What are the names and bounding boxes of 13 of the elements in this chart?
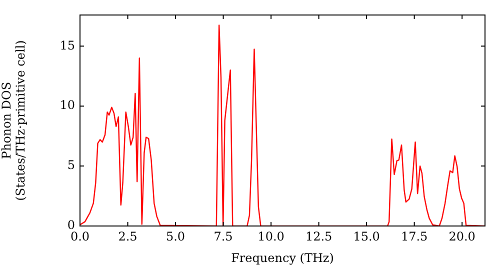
x-axis-title: Frequency (THz) <box>231 250 334 265</box>
x-tick-label: 10.0 <box>258 229 284 244</box>
x-tick-label: 2.5 <box>118 229 138 244</box>
y-tick-label: 15 <box>60 38 75 52</box>
x-tick-label: 12.5 <box>305 229 332 244</box>
y-tick-label: 5 <box>67 158 75 172</box>
x-tick-label: 7.5 <box>214 229 233 244</box>
x-tick-label: 5.0 <box>166 229 186 244</box>
x-tick-label: 20.0 <box>448 229 476 244</box>
x-tick-label: 15.0 <box>353 229 380 244</box>
y-tick-label: 10 <box>60 98 75 112</box>
x-tick-label: 17.5 <box>400 229 428 244</box>
y-axis-title: Phonon DOS (States/THz·primitive cell) <box>0 40 28 201</box>
